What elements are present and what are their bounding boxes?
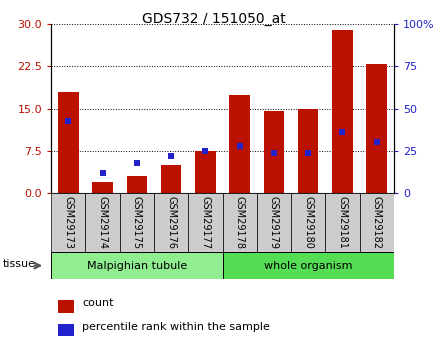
Point	[202, 148, 209, 154]
Bar	[188, 193, 222, 252]
Text: percentile rank within the sample: percentile rank within the sample	[82, 322, 270, 332]
Bar	[229, 95, 250, 193]
Bar	[332, 30, 353, 193]
Point	[65, 118, 72, 123]
Text: count: count	[82, 298, 113, 308]
Point	[99, 170, 106, 176]
Point	[373, 140, 380, 145]
Bar	[263, 111, 284, 193]
Text: GSM29177: GSM29177	[200, 196, 210, 249]
Bar	[298, 109, 319, 193]
Point	[134, 160, 141, 166]
Text: GSM29173: GSM29173	[63, 196, 73, 249]
Bar	[85, 193, 120, 252]
Bar	[195, 151, 216, 193]
Bar	[222, 193, 257, 252]
Bar	[366, 63, 387, 193]
Text: GSM29182: GSM29182	[372, 196, 382, 249]
Text: GSM29176: GSM29176	[166, 196, 176, 249]
Point	[305, 150, 312, 155]
Text: Malpighian tubule: Malpighian tubule	[87, 261, 187, 270]
Bar	[325, 193, 360, 252]
Point	[339, 130, 346, 135]
Bar	[51, 252, 223, 279]
Text: GSM29174: GSM29174	[97, 196, 108, 249]
Text: GDS732 / 151050_at: GDS732 / 151050_at	[142, 12, 286, 26]
Point	[236, 143, 243, 149]
Bar	[58, 300, 74, 313]
Text: GSM29180: GSM29180	[303, 196, 313, 249]
Bar	[51, 193, 85, 252]
Bar	[126, 176, 147, 193]
Bar	[154, 193, 188, 252]
Bar	[58, 92, 79, 193]
Text: GSM29179: GSM29179	[269, 196, 279, 249]
Text: GSM29178: GSM29178	[235, 196, 245, 249]
Bar	[291, 193, 325, 252]
Point	[168, 153, 175, 159]
Text: GSM29181: GSM29181	[337, 196, 348, 249]
Point	[271, 150, 278, 155]
Bar	[161, 165, 182, 193]
Bar	[92, 182, 113, 193]
Bar	[222, 252, 394, 279]
Bar	[58, 324, 74, 336]
Text: tissue: tissue	[3, 259, 36, 269]
Text: GSM29175: GSM29175	[132, 196, 142, 249]
Bar	[120, 193, 154, 252]
Text: whole organism: whole organism	[264, 261, 352, 270]
Bar	[257, 193, 291, 252]
Bar	[360, 193, 394, 252]
